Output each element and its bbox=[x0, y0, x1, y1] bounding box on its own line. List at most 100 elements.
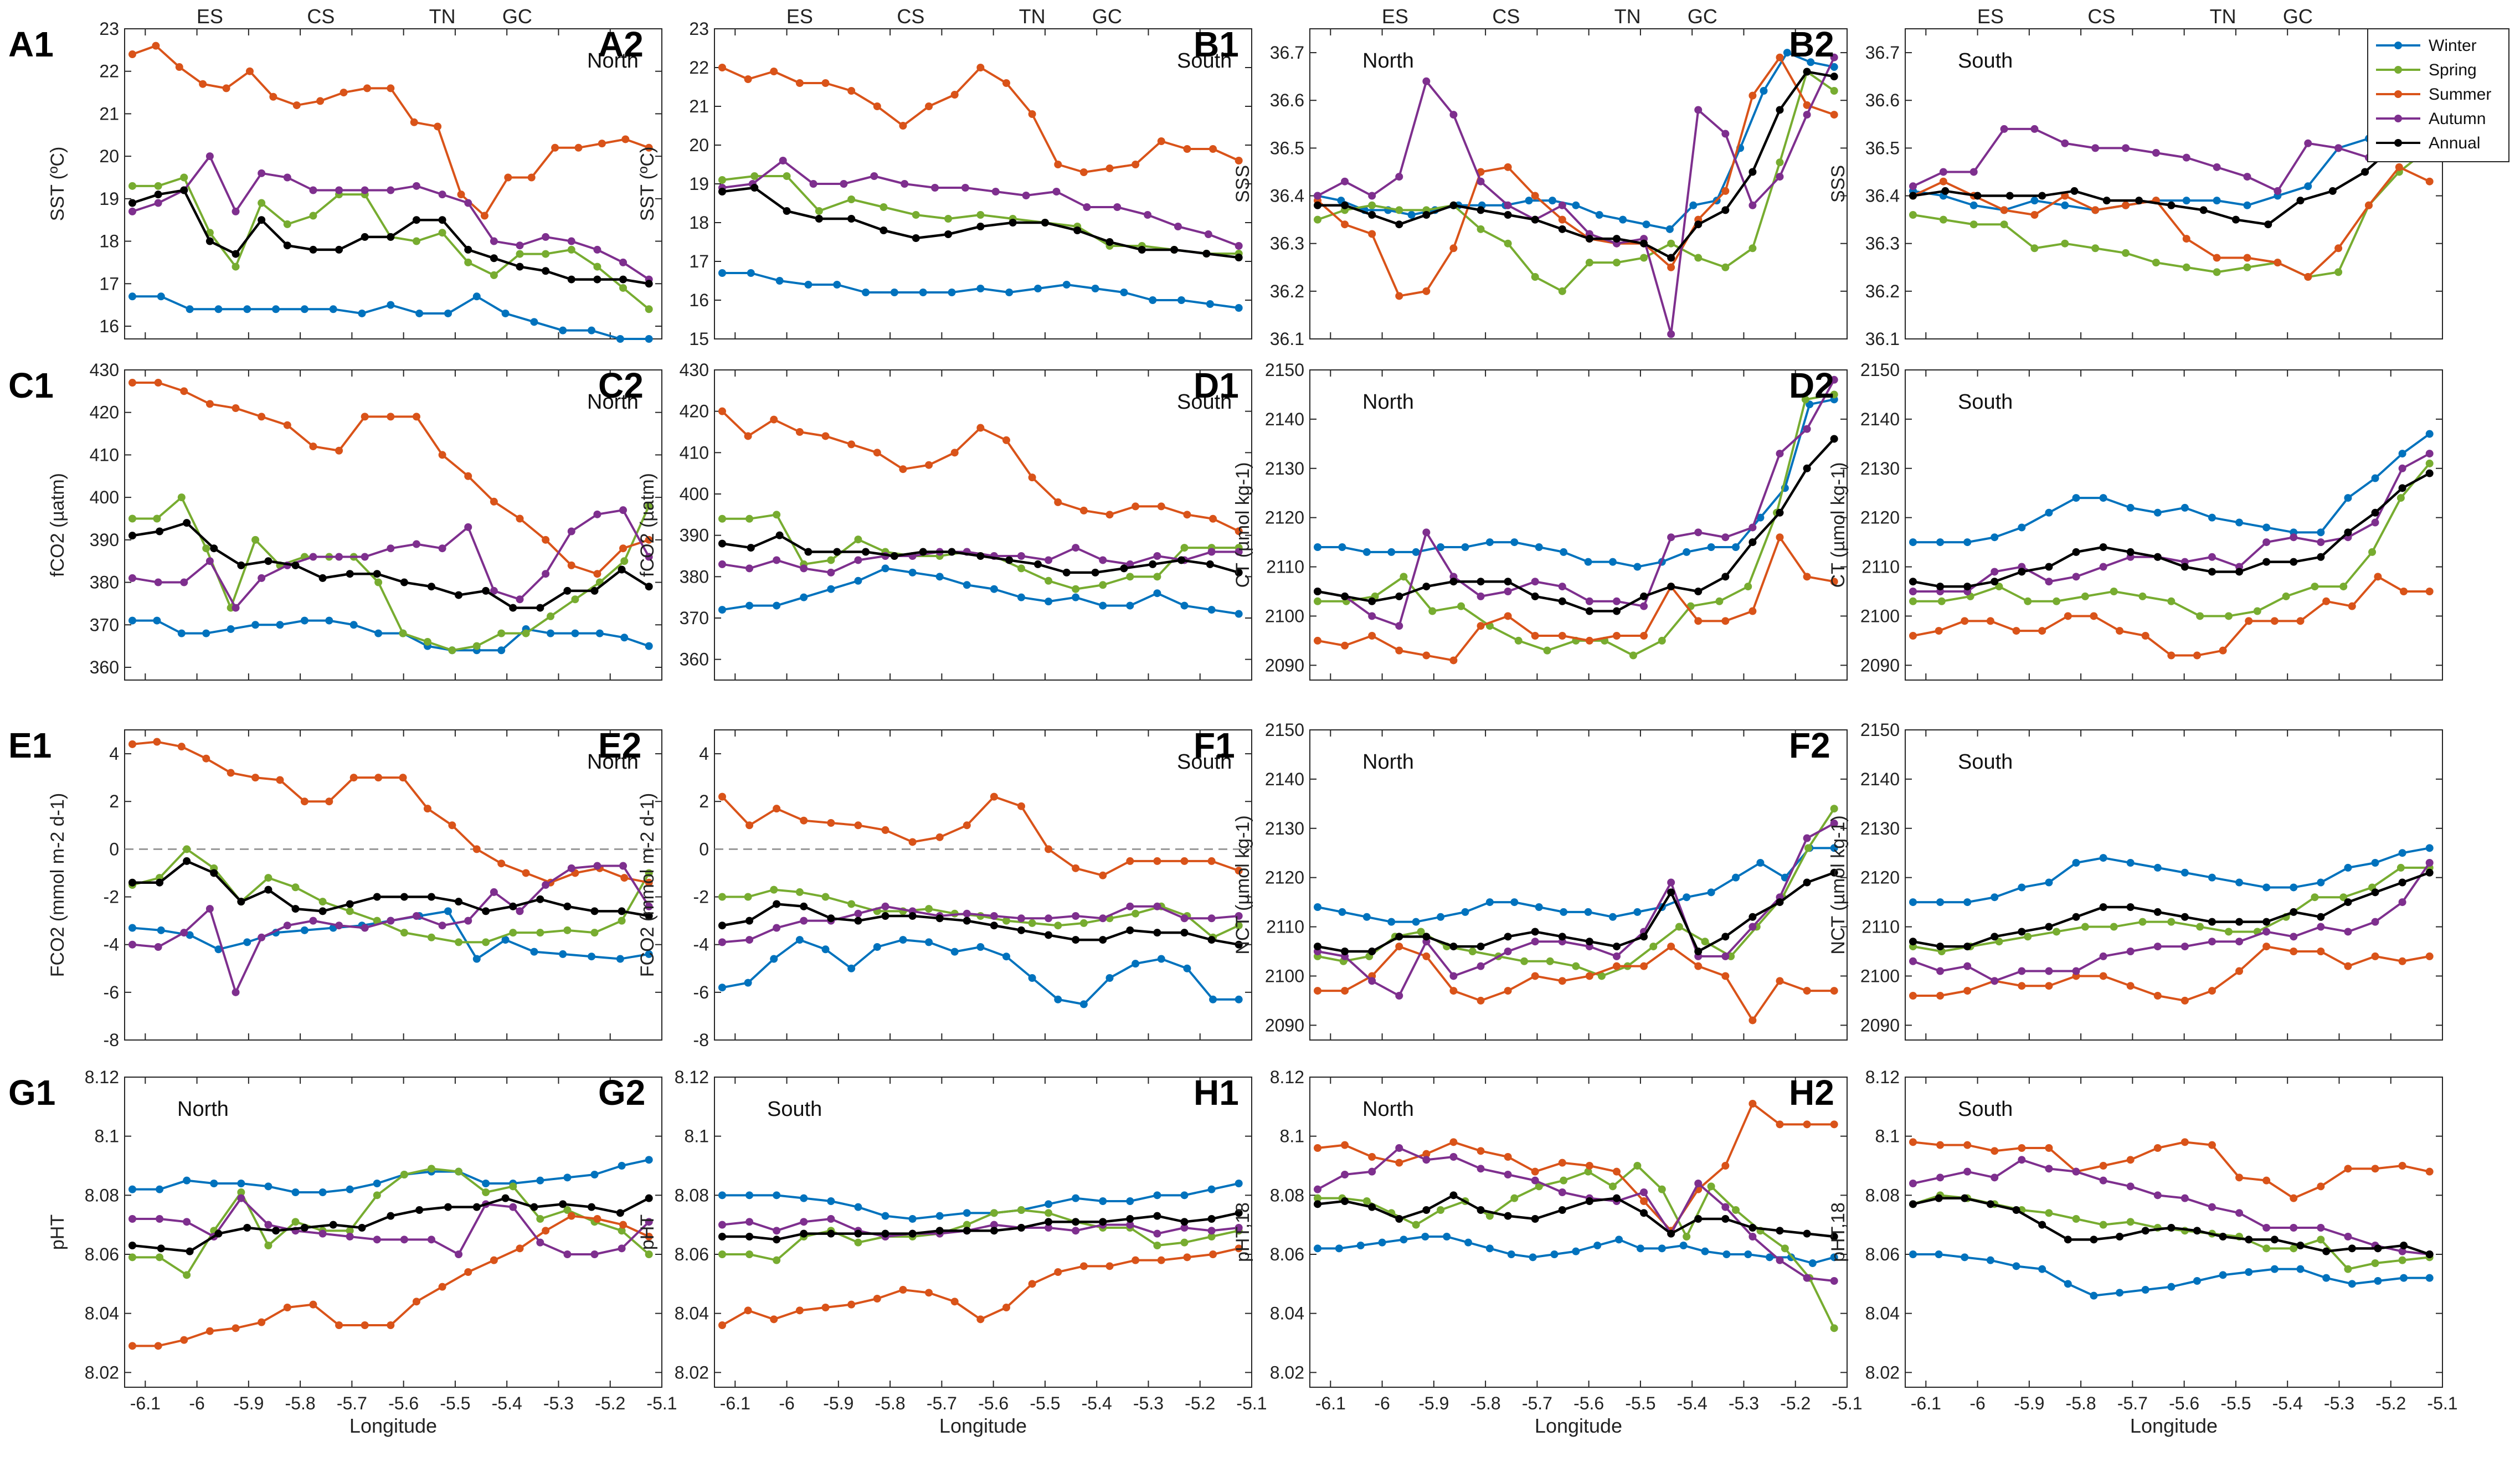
data-point bbox=[1079, 168, 1088, 176]
series-winter bbox=[1909, 1250, 2434, 1300]
series-line bbox=[132, 1197, 650, 1253]
data-point bbox=[1341, 1171, 1349, 1178]
data-point bbox=[976, 552, 985, 560]
panel-G2: 8.028.048.068.088.18.12-6.1 -6 -5.9 -5.8 -5.… bbox=[598, 1067, 1267, 1437]
data-point bbox=[1235, 254, 1243, 261]
data-point bbox=[434, 122, 442, 131]
data-point bbox=[501, 1194, 510, 1202]
data-point bbox=[427, 933, 435, 941]
data-point bbox=[128, 1342, 136, 1350]
data-point bbox=[593, 275, 601, 284]
data-point bbox=[1991, 578, 1999, 586]
data-point bbox=[1909, 1180, 1917, 1187]
data-point bbox=[567, 237, 575, 245]
data-point bbox=[1721, 952, 1730, 960]
data-point bbox=[1986, 1256, 1994, 1264]
data-point bbox=[264, 874, 272, 882]
panel-annotation: North bbox=[587, 49, 639, 73]
data-point bbox=[2116, 1233, 2124, 1240]
data-point bbox=[2224, 928, 2233, 936]
data-point bbox=[1640, 962, 1648, 970]
x-tick-label: -6 bbox=[779, 1393, 794, 1413]
data-point bbox=[1132, 1256, 1140, 1264]
data-point bbox=[2208, 1141, 2216, 1149]
data-point bbox=[815, 215, 823, 223]
data-point bbox=[128, 1242, 136, 1249]
data-point bbox=[1520, 957, 1529, 965]
data-point bbox=[2126, 903, 2135, 911]
data-point bbox=[387, 84, 395, 92]
y-tick-label: 2090 bbox=[1265, 655, 1304, 675]
data-point bbox=[1341, 1197, 1349, 1205]
x-tick-label: -5.4 bbox=[1677, 1393, 1708, 1413]
data-point bbox=[880, 203, 888, 211]
data-point bbox=[773, 601, 781, 610]
data-point bbox=[427, 583, 435, 591]
data-point bbox=[747, 544, 755, 552]
data-point bbox=[1157, 955, 1165, 963]
data-point bbox=[2317, 1236, 2325, 1244]
data-point bbox=[2262, 1244, 2271, 1253]
series-line bbox=[1317, 398, 1835, 568]
region-label: TN bbox=[2210, 5, 2236, 28]
data-point bbox=[183, 519, 191, 527]
data-point bbox=[2395, 163, 2403, 171]
data-point bbox=[645, 553, 653, 561]
data-point bbox=[847, 1300, 856, 1309]
y-tick-label: 2110 bbox=[1861, 917, 1900, 937]
data-point bbox=[2018, 523, 2026, 532]
data-point bbox=[1183, 964, 1191, 972]
data-point bbox=[2243, 201, 2251, 209]
data-point bbox=[264, 557, 272, 565]
data-point bbox=[1235, 1224, 1243, 1232]
data-point bbox=[870, 172, 878, 180]
data-point bbox=[2425, 469, 2434, 477]
data-point bbox=[804, 548, 812, 556]
panel-label: E2 bbox=[598, 725, 641, 765]
data-point bbox=[773, 1191, 781, 1200]
data-point bbox=[1422, 1206, 1431, 1214]
region-label: ES bbox=[786, 5, 813, 28]
data-point bbox=[1412, 1221, 1420, 1229]
data-point bbox=[472, 845, 481, 853]
y-tick-label: 21 bbox=[689, 96, 709, 116]
data-point bbox=[1072, 585, 1080, 593]
data-point bbox=[1546, 957, 1554, 965]
data-point bbox=[1961, 1253, 1969, 1262]
region-label: ES bbox=[1977, 5, 2004, 28]
data-point bbox=[2235, 918, 2244, 926]
panel-annotation: North bbox=[177, 1098, 229, 1121]
data-point bbox=[154, 578, 162, 586]
data-point bbox=[847, 195, 856, 203]
data-point bbox=[1045, 556, 1053, 564]
series-annual bbox=[128, 1194, 653, 1255]
data-point bbox=[990, 922, 998, 930]
data-point bbox=[2398, 898, 2406, 907]
data-point bbox=[1400, 1236, 1408, 1244]
data-point bbox=[400, 1171, 408, 1178]
y-tick-label: 2100 bbox=[1860, 606, 1900, 626]
data-point bbox=[2371, 508, 2379, 517]
data-point bbox=[901, 180, 909, 188]
data-point bbox=[346, 907, 354, 915]
data-point bbox=[2290, 533, 2298, 542]
data-point bbox=[2317, 878, 2325, 887]
data-point bbox=[976, 285, 985, 292]
x-tick-label: -5.3 bbox=[543, 1393, 574, 1413]
x-tick-label: -5.1 bbox=[2427, 1393, 2457, 1413]
data-point bbox=[1461, 543, 1469, 551]
data-point bbox=[153, 616, 161, 625]
data-point bbox=[718, 1250, 726, 1258]
data-point bbox=[2180, 868, 2189, 877]
data-point bbox=[944, 230, 953, 238]
data-point bbox=[1667, 239, 1675, 248]
data-point bbox=[847, 440, 856, 449]
data-point bbox=[237, 1180, 245, 1187]
data-point bbox=[1464, 1238, 1473, 1247]
data-point bbox=[1144, 211, 1152, 219]
data-point bbox=[1963, 987, 1972, 995]
data-point bbox=[522, 629, 530, 637]
data-point bbox=[1584, 908, 1592, 916]
data-point bbox=[1776, 173, 1784, 181]
panel-annotation: South bbox=[1958, 390, 2013, 414]
